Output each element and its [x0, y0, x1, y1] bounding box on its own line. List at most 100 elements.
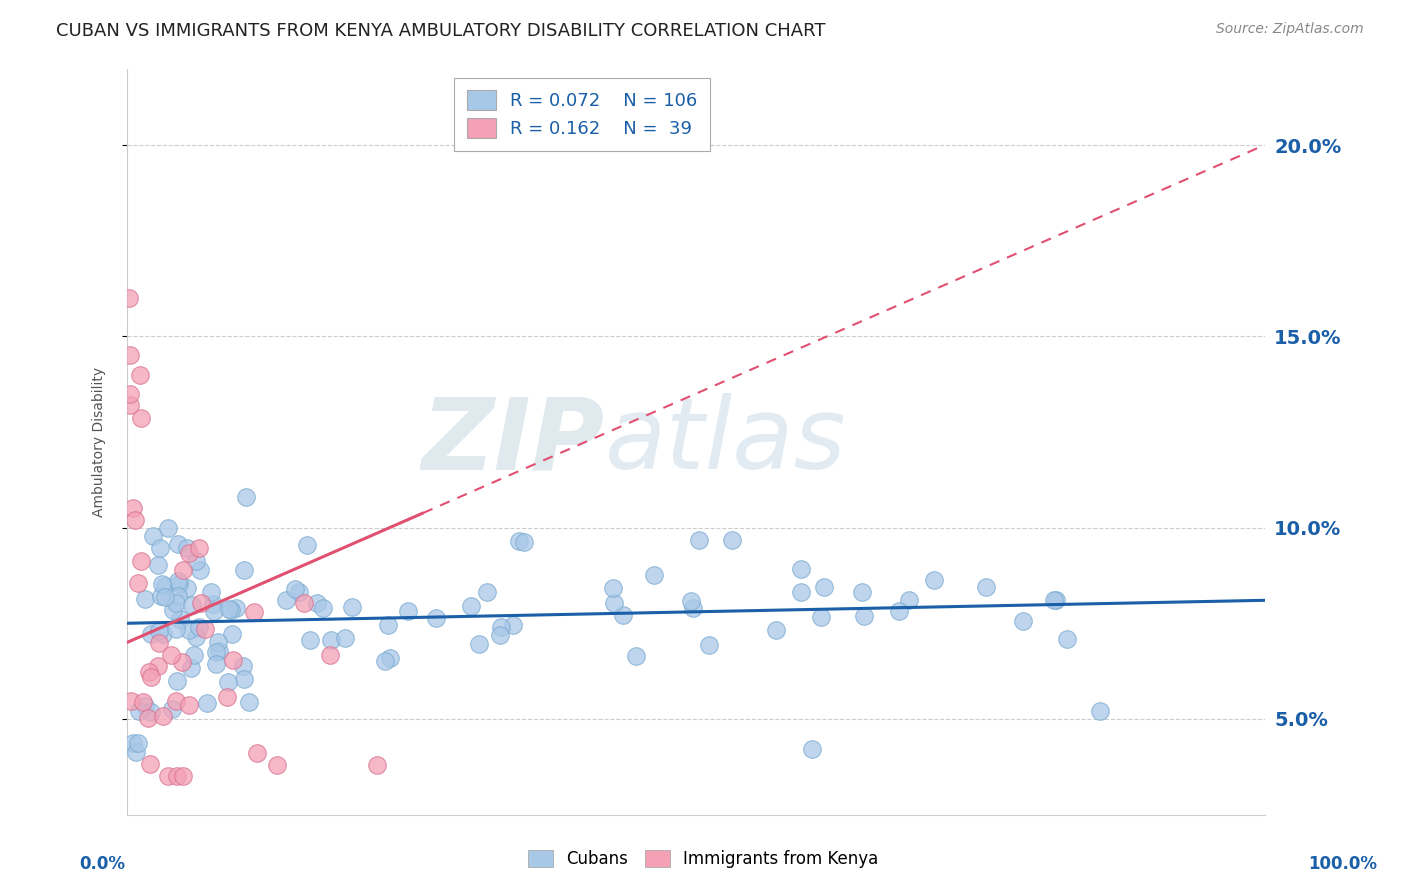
Point: [1011, 614, 1033, 628]
Point: [121, 736, 143, 750]
Text: CUBAN VS IMMIGRANTS FROM KENYA AMBULATORY DISABILITY CORRELATION CHART: CUBAN VS IMMIGRANTS FROM KENYA AMBULATOR…: [56, 22, 825, 40]
Point: [177, 546, 200, 560]
Point: [194, 622, 217, 636]
Point: [319, 632, 342, 647]
Point: [149, 541, 172, 555]
Point: [688, 533, 710, 547]
Point: [202, 598, 225, 612]
Point: [643, 567, 665, 582]
Point: [190, 595, 212, 609]
Point: [374, 654, 396, 668]
Point: [513, 534, 536, 549]
Point: [202, 604, 225, 618]
Point: [139, 705, 162, 719]
Point: [468, 637, 491, 651]
Point: [166, 574, 188, 588]
Point: [166, 769, 188, 783]
Point: [852, 609, 875, 624]
Point: [118, 291, 141, 305]
Point: [134, 592, 156, 607]
Point: [697, 638, 720, 652]
Point: [489, 620, 512, 634]
Point: [150, 589, 173, 603]
Point: [1088, 704, 1111, 718]
Text: ZIP: ZIP: [422, 393, 605, 490]
Point: [217, 690, 239, 704]
Point: [889, 604, 911, 618]
Point: [159, 648, 181, 662]
Point: [222, 653, 245, 667]
Point: [682, 600, 704, 615]
Point: [138, 756, 160, 771]
Point: [118, 348, 141, 362]
Point: [132, 695, 155, 709]
Point: [813, 580, 835, 594]
Point: [602, 581, 624, 595]
Point: [295, 538, 318, 552]
Point: [205, 657, 228, 671]
Point: [366, 757, 388, 772]
Point: [245, 746, 267, 760]
Point: [155, 579, 177, 593]
Point: [172, 769, 194, 783]
Point: [157, 769, 180, 783]
Point: [377, 618, 399, 632]
Point: [138, 665, 160, 679]
Point: [177, 623, 200, 637]
Point: [146, 558, 169, 572]
Point: [172, 563, 194, 577]
Point: [207, 635, 229, 649]
Point: [127, 737, 149, 751]
Point: [475, 585, 498, 599]
Point: [292, 596, 315, 610]
Point: [148, 636, 170, 650]
Legend: R = 0.072    N = 106, R = 0.162    N =  39: R = 0.072 N = 106, R = 0.162 N = 39: [454, 78, 710, 151]
Point: [136, 711, 159, 725]
Point: [284, 582, 307, 597]
Point: [179, 698, 201, 713]
Point: [266, 757, 288, 772]
Point: [139, 627, 162, 641]
Text: 0.0%: 0.0%: [80, 855, 125, 872]
Point: [460, 599, 482, 613]
Point: [188, 563, 211, 577]
Point: [200, 584, 222, 599]
Point: [146, 659, 169, 673]
Point: [681, 594, 703, 608]
Point: [489, 627, 512, 641]
Point: [603, 596, 626, 610]
Point: [288, 584, 311, 599]
Point: [333, 631, 356, 645]
Point: [124, 513, 146, 527]
Point: [396, 604, 419, 618]
Point: [235, 490, 257, 504]
Point: [790, 562, 813, 576]
Point: [120, 694, 142, 708]
Point: [169, 612, 191, 626]
Point: [232, 659, 254, 673]
Point: [232, 672, 254, 686]
Point: [299, 632, 322, 647]
Point: [197, 697, 219, 711]
Point: [242, 605, 264, 619]
Point: [186, 553, 208, 567]
Point: [118, 386, 141, 401]
Point: [129, 368, 152, 382]
Point: [238, 695, 260, 709]
Point: [142, 529, 165, 543]
Point: [1042, 592, 1064, 607]
Point: [378, 651, 401, 665]
Point: [342, 600, 364, 615]
Point: [221, 627, 243, 641]
Point: [810, 610, 832, 624]
Point: [155, 591, 177, 605]
Point: [166, 590, 188, 604]
Point: [176, 582, 198, 596]
Point: [180, 661, 202, 675]
Point: [134, 698, 156, 713]
Point: [225, 601, 247, 615]
Point: [176, 541, 198, 555]
Text: Source: ZipAtlas.com: Source: ZipAtlas.com: [1216, 22, 1364, 37]
Point: [186, 630, 208, 644]
Point: [148, 624, 170, 639]
